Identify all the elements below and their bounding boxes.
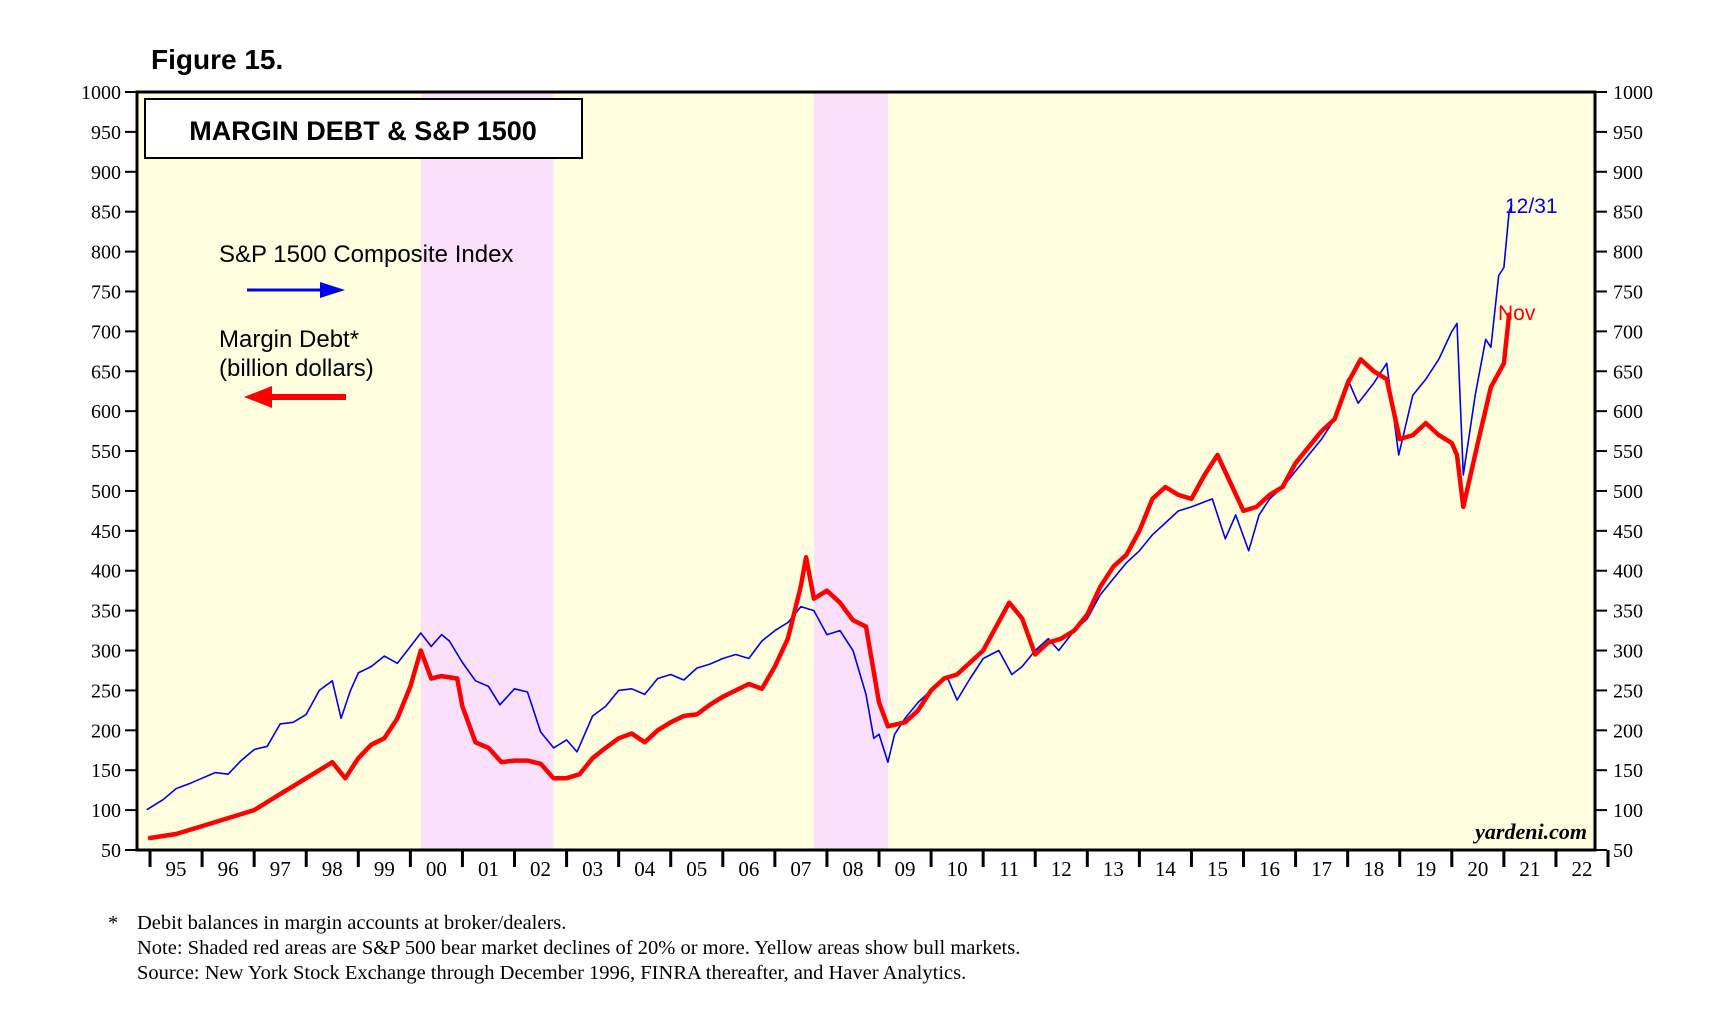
y-tick-label-left: 1000 <box>81 82 121 104</box>
y-tick-label-left: 800 <box>91 242 121 264</box>
series-layer <box>146 204 1513 841</box>
legend-margin-arrow-head <box>244 386 272 408</box>
x-tick-label: 97 <box>270 857 291 881</box>
x-tick-label: 12 <box>1051 857 1072 881</box>
bear-market-area <box>813 92 888 850</box>
x-tick-label: 18 <box>1363 857 1384 881</box>
y-tick-label-left: 900 <box>91 162 121 184</box>
legend-sp-label: S&P 1500 Composite Index <box>219 241 513 268</box>
y-tick-label-left: 500 <box>91 481 121 503</box>
y-tick-label-left: 700 <box>91 321 121 343</box>
x-tick-label: 15 <box>1207 857 1228 881</box>
x-tick-label: 96 <box>218 857 239 881</box>
y-tick-label-right: 500 <box>1613 481 1643 503</box>
shading-layer <box>137 92 1595 850</box>
x-tick-label: 06 <box>738 857 759 881</box>
x-tick-label: 05 <box>686 857 707 881</box>
x-tick-label: 16 <box>1259 857 1280 881</box>
y-tick-label-left: 350 <box>91 601 121 623</box>
chart-title: MARGIN DEBT & S&P 1500 <box>189 116 537 146</box>
y-tick-label-left: 850 <box>91 202 121 224</box>
x-tick-label: 07 <box>790 857 811 881</box>
y-tick-label-left: 300 <box>91 641 121 663</box>
y-tick-label-left: 650 <box>91 361 121 383</box>
x-tick-label: 19 <box>1415 857 1436 881</box>
x-tick-label: 14 <box>1155 857 1177 881</box>
x-tick-label: 11 <box>999 857 1019 881</box>
y-tick-label-right: 650 <box>1613 361 1643 383</box>
plot-frame <box>135 90 1597 852</box>
x-tick-label: 04 <box>634 857 656 881</box>
x-tick-label: 02 <box>530 857 551 881</box>
y-tick-label-right: 100 <box>1613 800 1643 822</box>
y-tick-label-right: 250 <box>1613 680 1643 702</box>
x-tick-label: 98 <box>322 857 343 881</box>
y-tick-label-right: 900 <box>1613 162 1643 184</box>
x-tick-label: 21 <box>1519 857 1540 881</box>
y-tick-label-left: 150 <box>91 760 121 782</box>
y-tick-label-left: 450 <box>91 521 121 543</box>
x-tick-label: 13 <box>1103 857 1124 881</box>
margin-end-label: Nov <box>1498 302 1536 325</box>
x-tick-label: 10 <box>947 857 968 881</box>
y-tick-label-right: 300 <box>1613 641 1643 663</box>
y-tick-label-right: 600 <box>1613 401 1643 423</box>
y-tick-label-left: 400 <box>91 561 121 583</box>
watermark: yardeni.com <box>1472 819 1587 844</box>
y-tick-label-right: 700 <box>1613 321 1643 343</box>
y-tick-label-right: 350 <box>1613 601 1643 623</box>
y-tick-label-right: 200 <box>1613 720 1643 742</box>
x-tick-label: 03 <box>582 857 603 881</box>
y-tick-label-left: 200 <box>91 720 121 742</box>
x-tick-label: 95 <box>166 857 187 881</box>
y-tick-label-left: 750 <box>91 281 121 303</box>
y-tick-label-right: 950 <box>1613 122 1643 144</box>
x-tick-label: 17 <box>1311 857 1332 881</box>
x-tick-label: 22 <box>1571 857 1592 881</box>
y-tick-label-left: 100 <box>91 800 121 822</box>
x-tick-label: 09 <box>895 857 916 881</box>
y-tick-label-right: 400 <box>1613 561 1643 583</box>
y-tick-label-left: 950 <box>91 122 121 144</box>
y-tick-label-left: 250 <box>91 680 121 702</box>
figure-label: Figure 15. <box>151 44 284 75</box>
y-tick-label-right: 800 <box>1613 242 1643 264</box>
y-tick-label-left: 550 <box>91 441 121 463</box>
sp-end-label: 12/31 <box>1505 195 1558 218</box>
y-tick-label-right: 550 <box>1613 441 1643 463</box>
legend-margin-label: Margin Debt* <box>219 326 359 353</box>
legend-sp-arrow-head <box>320 282 345 298</box>
y-tick-label-right: 750 <box>1613 281 1643 303</box>
footnote-source: Source: New York Stock Exchange through … <box>137 962 967 984</box>
y-tick-label-right: 150 <box>1613 760 1643 782</box>
sp1500-line <box>146 204 1513 811</box>
legend-margin-sublabel: (billion dollars) <box>219 355 374 382</box>
footnote-note: Note: Shaded red areas are S&P 500 bear … <box>137 937 1021 959</box>
title-box <box>144 98 583 159</box>
x-tick-label: 99 <box>374 857 395 881</box>
x-tick-label: 20 <box>1467 857 1488 881</box>
margin-debt-line <box>147 312 1512 841</box>
y-tick-label-right: 850 <box>1613 202 1643 224</box>
bear-market-area <box>420 92 554 850</box>
footnote-marker: * <box>108 912 119 934</box>
x-tick-label: 01 <box>478 857 499 881</box>
footnote-definition: Debit balances in margin accounts at bro… <box>137 912 567 934</box>
x-tick-label: 00 <box>426 857 447 881</box>
y-tick-label-left: 600 <box>91 401 121 423</box>
y-tick-label-right: 50 <box>1613 840 1633 862</box>
y-tick-label-left: 50 <box>101 840 121 862</box>
x-tick-label: 08 <box>842 857 863 881</box>
y-tick-label-right: 450 <box>1613 521 1643 543</box>
y-tick-label-right: 1000 <box>1613 82 1653 104</box>
